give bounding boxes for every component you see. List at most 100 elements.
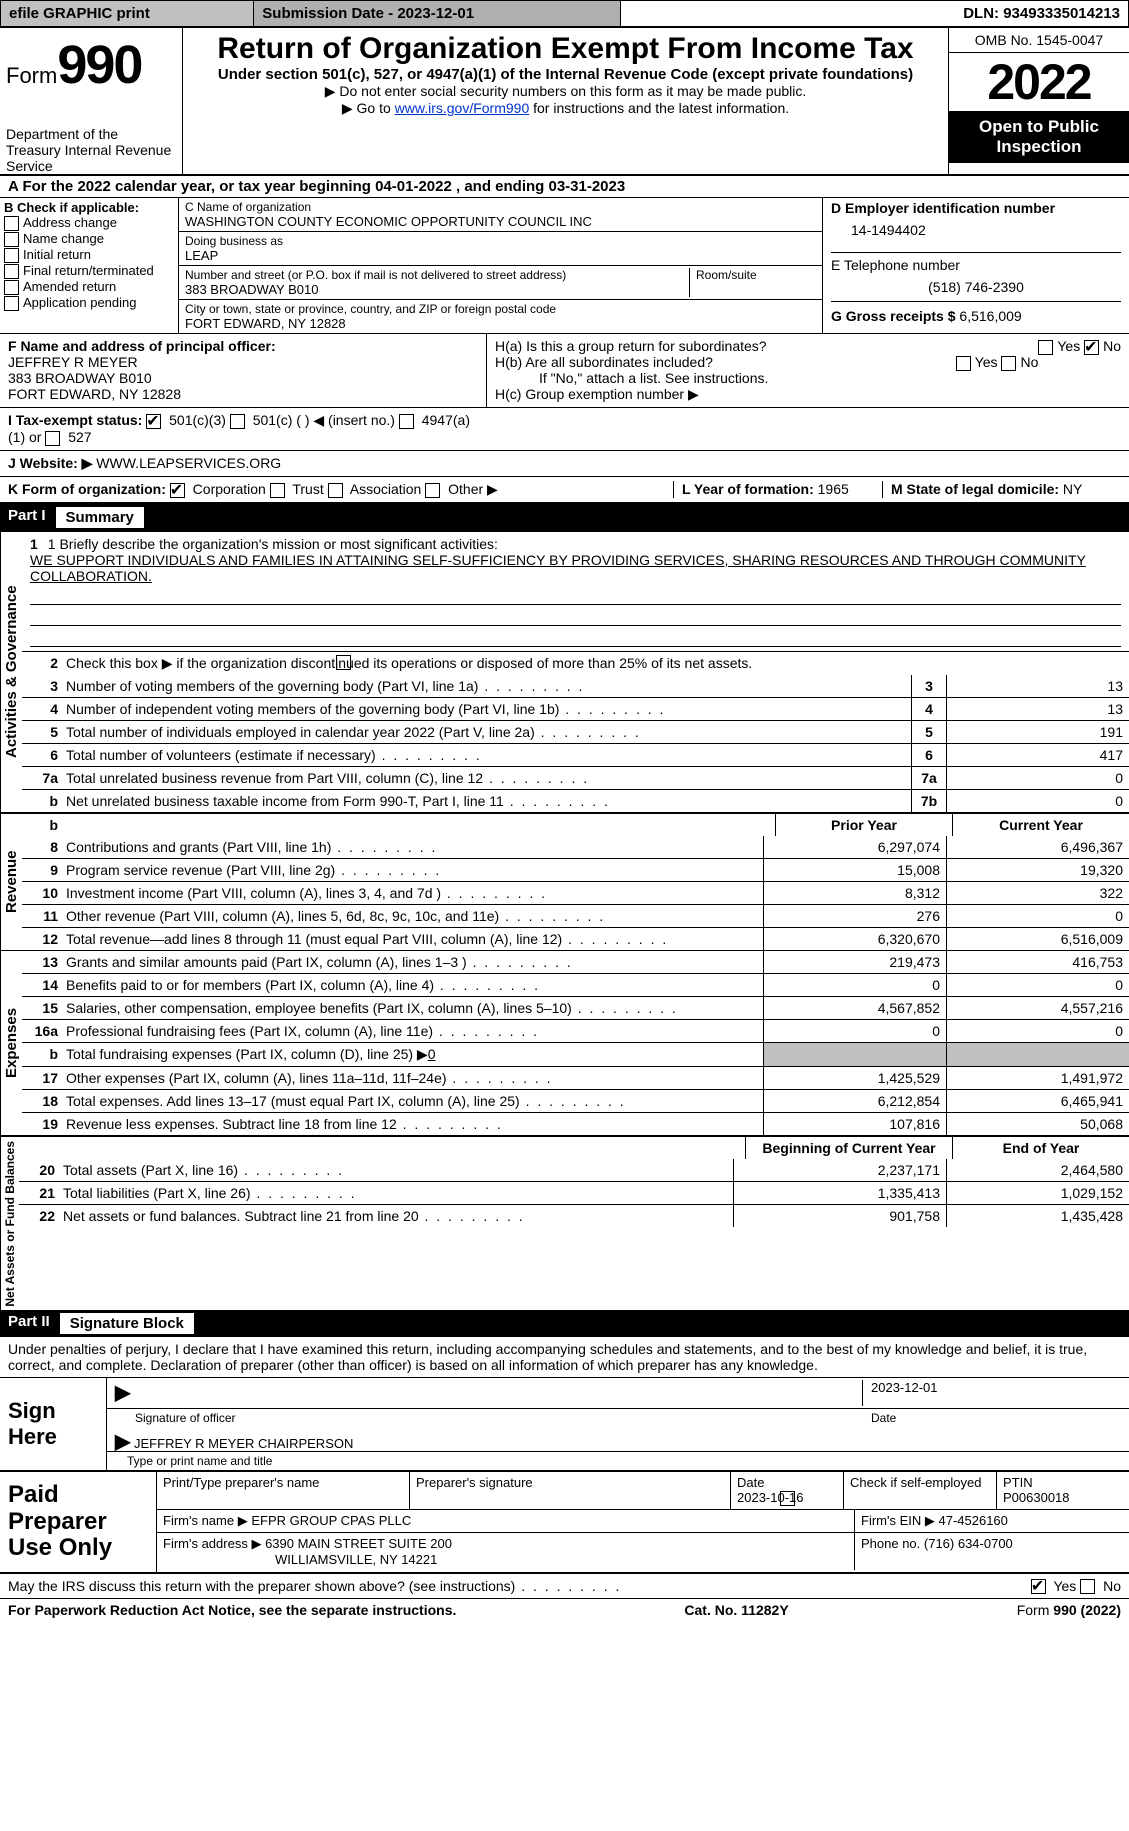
- officer-name-title: JEFFREY R MEYER CHAIRPERSON: [134, 1436, 353, 1451]
- chk-4947[interactable]: [399, 414, 414, 429]
- topbar: efile GRAPHIC print Submission Date - 20…: [0, 0, 1129, 28]
- revenue-line-10: 10 Investment income (Part VIII, column …: [22, 881, 1129, 904]
- form-note-1: ▶ Do not enter social security numbers o…: [191, 83, 940, 100]
- side-activities: Activities & Governance: [0, 532, 22, 812]
- dba: LEAP: [185, 248, 816, 263]
- box-c: C Name of organization WASHINGTON COUNTY…: [179, 198, 823, 333]
- firm-addr: 6390 MAIN STREET SUITE 200: [265, 1536, 452, 1551]
- chk-initial-return[interactable]: [4, 248, 19, 263]
- dln: DLN: 93493335014213: [621, 1, 1129, 28]
- activities-governance: Activities & Governance 11 Briefly descr…: [0, 531, 1129, 812]
- chk-ha-no[interactable]: [1084, 340, 1099, 355]
- form-org-row: K Form of organization: Corporation Trus…: [0, 476, 1129, 504]
- line-2: Check this box ▶ if the organization dis…: [64, 652, 1129, 675]
- website-row: J Website: ▶ WWW.LEAPSERVICES.ORG: [0, 450, 1129, 476]
- box-b: B Check if applicable: Address change Na…: [0, 198, 179, 333]
- phone: (518) 746-2390: [831, 273, 1121, 301]
- hdr-begin-year: Beginning of Current Year: [745, 1137, 952, 1159]
- chk-hb-no[interactable]: [1001, 356, 1016, 371]
- tax-year: 2022: [949, 53, 1129, 111]
- chk-self-employed[interactable]: [780, 1491, 795, 1506]
- chk-discuss-yes[interactable]: [1031, 1579, 1046, 1594]
- chk-address-change[interactable]: [4, 216, 19, 231]
- chk-trust[interactable]: [270, 483, 285, 498]
- efile-print[interactable]: efile GRAPHIC print: [1, 1, 254, 28]
- form-title: Return of Organization Exempt From Incom…: [191, 32, 940, 66]
- summary-line-4: 4 Number of independent voting members o…: [22, 697, 1129, 720]
- expense-line-14: 14 Benefits paid to or for members (Part…: [22, 973, 1129, 996]
- expense-line-16a: 16a Professional fundraising fees (Part …: [22, 1019, 1129, 1042]
- expense-line-13: 13 Grants and similar amounts paid (Part…: [22, 951, 1129, 973]
- form-header: Form990 Department of the Treasury Inter…: [0, 28, 1129, 174]
- chk-corp[interactable]: [170, 483, 185, 498]
- revenue-line-11: 11 Other revenue (Part VIII, column (A),…: [22, 904, 1129, 927]
- chk-final-return[interactable]: [4, 264, 19, 279]
- mission-block: 11 Briefly describe the organization's m…: [22, 532, 1129, 651]
- chk-discuss-no[interactable]: [1080, 1579, 1095, 1594]
- penalties-text: Under penalties of perjury, I declare th…: [0, 1337, 1129, 1377]
- state-domicile: NY: [1063, 481, 1082, 497]
- website: WWW.LEAPSERVICES.ORG: [92, 455, 281, 471]
- chk-ha-yes[interactable]: [1038, 340, 1053, 355]
- room-suite-label: Room/suite: [696, 268, 816, 282]
- expense-line-b: b Total fundraising expenses (Part IX, c…: [22, 1042, 1129, 1066]
- form-number: Form990: [6, 34, 176, 96]
- dept-treasury: Department of the Treasury Internal Reve…: [6, 126, 176, 174]
- side-expenses: Expenses: [0, 951, 22, 1135]
- footer: For Paperwork Reduction Act Notice, see …: [0, 1598, 1129, 1621]
- hdr-prior-year: Prior Year: [775, 814, 952, 836]
- chk-assoc[interactable]: [328, 483, 343, 498]
- chk-501c3[interactable]: [146, 414, 161, 429]
- chk-527[interactable]: [45, 431, 60, 446]
- org-name: WASHINGTON COUNTY ECONOMIC OPPORTUNITY C…: [185, 214, 816, 229]
- firm-name: EFPR GROUP CPAS PLLC: [251, 1513, 411, 1528]
- irs-link[interactable]: www.irs.gov/Form990: [395, 100, 530, 116]
- expenses-section: Expenses 13 Grants and similar amounts p…: [0, 950, 1129, 1135]
- chk-other[interactable]: [425, 483, 440, 498]
- firm-phone: (716) 634-0700: [924, 1536, 1013, 1551]
- firm-ein: 47-4526160: [938, 1513, 1007, 1528]
- calendar-year-line: A For the 2022 calendar year, or tax yea…: [0, 174, 1129, 197]
- side-revenue: Revenue: [0, 814, 22, 950]
- side-netassets: Net Assets or Fund Balances: [0, 1137, 19, 1311]
- expense-line-15: 15 Salaries, other compensation, employe…: [22, 996, 1129, 1019]
- arrow-icon: ▶: [115, 1380, 130, 1406]
- ptin: P00630018: [1003, 1490, 1070, 1505]
- netasset-line-21: 21 Total liabilities (Part X, line 26) 1…: [19, 1181, 1129, 1204]
- box-f-h: F Name and address of principal officer:…: [0, 333, 1129, 407]
- chk-app-pending[interactable]: [4, 296, 19, 311]
- hdr-current-year: Current Year: [952, 814, 1129, 836]
- form-note-2: ▶ Go to www.irs.gov/Form990 for instruct…: [191, 100, 940, 117]
- chk-501c[interactable]: [230, 414, 245, 429]
- form-subtitle: Under section 501(c), 527, or 4947(a)(1)…: [191, 66, 940, 83]
- revenue-line-12: 12 Total revenue—add lines 8 through 11 …: [22, 927, 1129, 950]
- year-formation: 1965: [818, 481, 849, 497]
- part-1-header: Part I Summary: [0, 504, 1129, 531]
- omb-number: OMB No. 1545-0047: [949, 28, 1129, 53]
- city-state-zip: FORT EDWARD, NY 12828: [185, 316, 816, 331]
- box-d-e-g: D Employer identification number 14-1494…: [823, 198, 1129, 333]
- hdr-end-year: End of Year: [952, 1137, 1129, 1159]
- chk-line2[interactable]: [336, 655, 351, 670]
- submission-date: Submission Date - 2023-12-01: [254, 1, 621, 28]
- group-exemption: H(c) Group exemption number ▶: [495, 386, 1121, 403]
- arrow-icon: ▶: [115, 1431, 130, 1453]
- netasset-line-20: 20 Total assets (Part X, line 16) 2,237,…: [19, 1159, 1129, 1181]
- officer-name: JEFFREY R MEYER: [8, 354, 138, 370]
- summary-line-b: b Net unrelated business taxable income …: [22, 789, 1129, 812]
- netassets-section: Net Assets or Fund Balances Beginning of…: [0, 1135, 1129, 1311]
- sign-here-block: Sign Here ▶ 2023-12-01 Signature of offi…: [0, 1377, 1129, 1470]
- chk-hb-yes[interactable]: [956, 356, 971, 371]
- open-inspection: Open to Public Inspection: [949, 111, 1129, 163]
- revenue-section: Revenue b Prior Year Current Year 8 Cont…: [0, 812, 1129, 950]
- summary-line-5: 5 Total number of individuals employed i…: [22, 720, 1129, 743]
- mission-text: WE SUPPORT INDIVIDUALS AND FAMILIES IN A…: [30, 552, 1121, 584]
- expense-line-19: 19 Revenue less expenses. Subtract line …: [22, 1112, 1129, 1135]
- chk-amended[interactable]: [4, 280, 19, 295]
- summary-line-3: 3 Number of voting members of the govern…: [22, 675, 1129, 697]
- part-2-header: Part II Signature Block: [0, 1310, 1129, 1337]
- revenue-line-9: 9 Program service revenue (Part VIII, li…: [22, 858, 1129, 881]
- expense-line-17: 17 Other expenses (Part IX, column (A), …: [22, 1066, 1129, 1089]
- sign-date: 2023-12-01: [862, 1380, 1121, 1406]
- chk-name-change[interactable]: [4, 232, 19, 247]
